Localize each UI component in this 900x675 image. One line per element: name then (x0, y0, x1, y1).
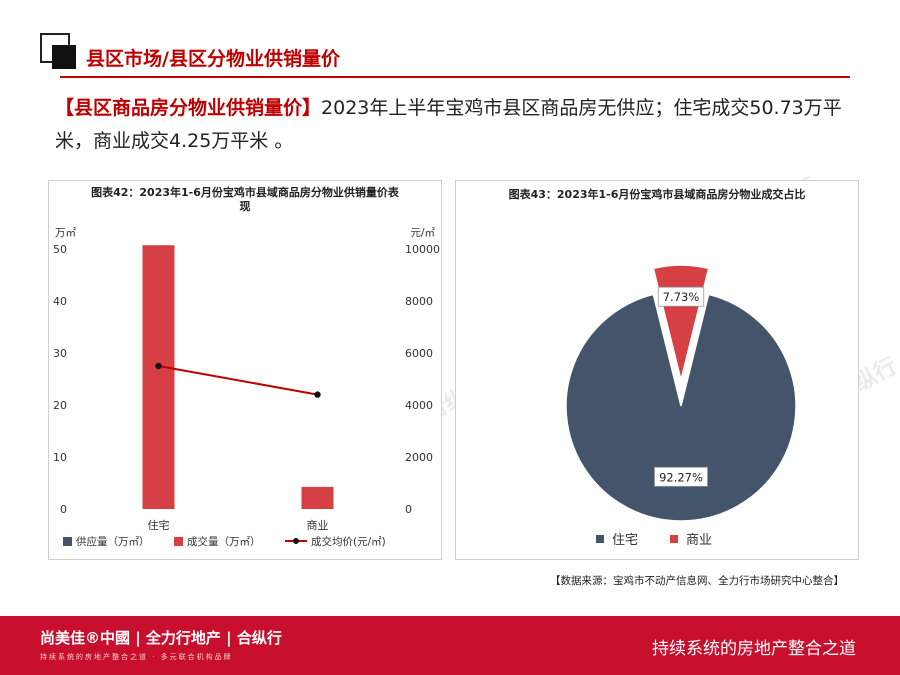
legend-label: 成交量（万㎡） (187, 535, 261, 548)
price-point (155, 362, 162, 370)
legend-label: 住宅 (612, 533, 638, 548)
price-point (314, 391, 321, 398)
pie-data-label: 92.27% (659, 470, 703, 484)
legend-swatch (63, 537, 72, 546)
left-axis-tick-label: 40 (53, 295, 67, 308)
price-line (158, 365, 318, 396)
title-divider (60, 76, 850, 78)
right-axis-tick-label: 8000 (405, 295, 433, 308)
right-axis-tick-label: 0 (405, 503, 412, 516)
x-axis-category-label: 住宅 (148, 518, 170, 532)
left-axis-tick-label: 50 (53, 243, 67, 256)
left-axis-tick-label: 0 (60, 503, 67, 516)
right-axis-tick-label: 10000 (405, 243, 440, 256)
x-axis-category-label: 商业 (307, 518, 329, 532)
chart-42-svg: 0 10 20 30 40 50 0 2000 4000 6000 8000 10000 住宅 商业供应量… (53, 243, 440, 548)
left-axis-unit: 万㎡ (55, 227, 76, 239)
left-axis-tick-label: 20 (53, 399, 67, 412)
page-title: 县区市场/县区分物业供销量价 (86, 48, 340, 70)
legend-swatch (596, 535, 604, 543)
data-source-note: 【数据来源：宝鸡市不动产信息网、全力行市场研究中心整合】 (550, 575, 844, 587)
chart-43-panel: 图表43：2023年1-6月份宝鸡市县域商品房分物业成交占比 92.27% 7.7… (455, 180, 859, 560)
summary-highlight: 【县区商品房分物业供销量价】 (55, 97, 322, 119)
title-logo-icon (40, 33, 78, 71)
chart-43-svg: 92.27% 7.73% 住宅 商业 (565, 264, 797, 548)
chart-42-panel: 图表42：2023年1-6月份宝鸡市县域商品房分物业供销量价表现 万㎡ 元/㎡ … (48, 180, 442, 560)
right-axis-unit: 元/㎡ (410, 227, 435, 239)
footer-slogan: 持续系统的房地产整合之道 (652, 639, 856, 659)
footer-brand: 尚美佳®中國 | 全力行地产 | 合纵行 (40, 629, 282, 647)
legend-swatch (174, 537, 183, 546)
legend-swatch (670, 535, 678, 543)
left-axis-tick-label: 10 (53, 451, 67, 464)
legend-label: 成交均价(元/㎡) (311, 535, 386, 548)
footer-brand-sub: 持续系统的房地产整合之道 · 多元联合机构品牌 (40, 653, 233, 661)
summary-paragraph: 【县区商品房分物业供销量价】2023年上半年宝鸡市县区商品房无供应；住宅成交50… (55, 92, 845, 158)
pie-slice-residential (565, 293, 797, 522)
legend-label: 商业 (686, 533, 712, 548)
footer-bar: 尚美佳®中國 | 全力行地产 | 合纵行 持续系统的房地产整合之道 · 多元联合… (0, 616, 900, 675)
bar-deal (142, 245, 175, 509)
legend-label: 供应量（万㎡） (76, 535, 150, 548)
pie-data-label: 7.73% (663, 290, 700, 304)
chart-42-title: 图表42：2023年1-6月份宝鸡市县域商品房分物业供销量价表现 (91, 186, 399, 213)
summary-text: 2023年上半年宝鸡市县区商品房无供应；住宅成交50.73万平米，商业成交4.2… (55, 97, 842, 152)
pie-data-label-box (654, 466, 708, 487)
pie-data-label-box (657, 286, 705, 307)
chart-43-title: 图表43：2023年1-6月份宝鸡市县域商品房分物业成交占比 (508, 188, 806, 201)
left-axis-tick-label: 30 (53, 347, 67, 360)
right-axis-tick-label: 4000 (405, 399, 433, 412)
bar-deal (301, 486, 334, 509)
right-axis-tick-label: 2000 (405, 451, 433, 464)
right-axis-tick-label: 6000 (405, 347, 433, 360)
legend-swatch (293, 538, 299, 544)
